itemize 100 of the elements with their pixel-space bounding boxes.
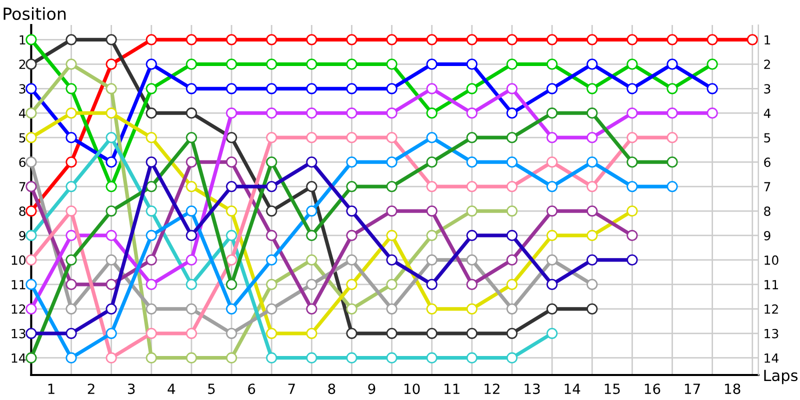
point — [186, 34, 198, 46]
point — [226, 83, 238, 94]
x-tick-label: 3 — [128, 384, 135, 394]
y2-tick-label: 14 — [764, 354, 778, 363]
point — [426, 352, 438, 364]
point — [66, 352, 77, 364]
x-tick-label: 1 — [48, 384, 54, 394]
point — [306, 205, 318, 217]
point — [226, 254, 238, 266]
point — [666, 108, 678, 119]
point — [186, 254, 198, 266]
point — [26, 205, 37, 217]
point — [386, 156, 398, 168]
point — [306, 34, 318, 46]
point — [626, 83, 638, 94]
point — [66, 83, 77, 94]
point — [426, 254, 438, 266]
point — [586, 205, 598, 217]
point — [106, 278, 117, 290]
point — [586, 278, 598, 290]
point — [146, 132, 157, 144]
point — [186, 352, 198, 364]
point — [186, 83, 198, 94]
point — [386, 180, 398, 192]
point — [266, 230, 278, 242]
point — [346, 278, 358, 290]
x-tick-label: 14 — [564, 384, 580, 394]
y2-tick-label: 4 — [764, 108, 771, 118]
point — [546, 278, 558, 290]
point — [306, 352, 318, 364]
point — [586, 180, 598, 192]
point — [666, 34, 678, 46]
point — [426, 58, 438, 70]
point — [666, 156, 678, 168]
point — [426, 132, 438, 144]
point — [226, 278, 238, 290]
point — [66, 108, 77, 119]
point — [546, 58, 558, 70]
point — [306, 83, 318, 94]
point — [626, 180, 638, 192]
point — [426, 180, 438, 192]
point — [426, 156, 438, 168]
point — [66, 205, 77, 217]
point — [306, 156, 318, 168]
point — [146, 58, 157, 70]
point — [626, 108, 638, 119]
point — [386, 328, 398, 339]
point — [266, 156, 278, 168]
point — [106, 230, 117, 242]
y2-tick-label: 9 — [764, 230, 770, 240]
point — [466, 254, 478, 266]
point — [546, 328, 558, 339]
point — [66, 230, 77, 242]
point — [666, 83, 678, 94]
point — [146, 352, 157, 364]
point — [586, 303, 598, 314]
point — [146, 328, 157, 339]
point — [346, 303, 358, 314]
point — [146, 303, 157, 314]
point — [466, 303, 478, 314]
point — [426, 108, 438, 119]
point — [346, 180, 358, 192]
point — [26, 278, 37, 290]
point — [346, 156, 358, 168]
point — [186, 132, 198, 144]
y-tick-label: 3 — [19, 84, 26, 94]
point — [106, 34, 117, 46]
point — [546, 108, 558, 119]
point — [426, 230, 438, 242]
point — [186, 278, 198, 290]
y-tick-label: 2 — [19, 60, 26, 69]
point — [586, 34, 598, 46]
point — [26, 83, 37, 94]
point — [466, 34, 478, 46]
point — [106, 83, 117, 94]
point — [506, 328, 518, 339]
point — [546, 205, 558, 217]
point — [146, 83, 157, 94]
point — [586, 83, 598, 94]
point — [186, 205, 198, 217]
point — [106, 58, 117, 70]
point — [306, 254, 318, 266]
point — [546, 34, 558, 46]
point — [266, 34, 278, 46]
y2-tick-label: 10 — [764, 255, 778, 265]
x-tick-label: 18 — [725, 384, 740, 394]
point — [346, 230, 358, 242]
point — [266, 180, 278, 192]
point — [146, 230, 157, 242]
point — [226, 34, 238, 46]
point — [546, 230, 558, 242]
point — [546, 156, 558, 168]
point — [26, 230, 37, 242]
point — [346, 205, 358, 217]
y-tick-label: 4 — [18, 108, 26, 118]
point — [546, 83, 558, 94]
point — [506, 58, 518, 70]
point — [626, 34, 638, 46]
point — [666, 58, 678, 70]
point — [266, 328, 278, 339]
